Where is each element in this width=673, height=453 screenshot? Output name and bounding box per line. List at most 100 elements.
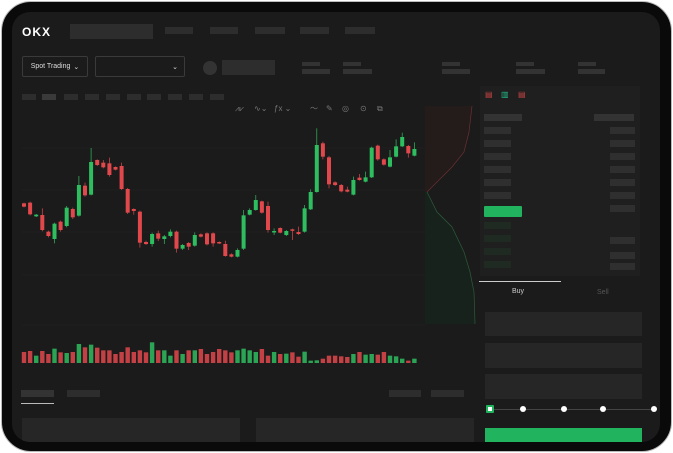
ask-price (484, 127, 511, 134)
slider-stop-25[interactable] (520, 406, 526, 412)
candle-body (241, 215, 246, 249)
volume-bar (387, 355, 393, 363)
volume-bar (125, 347, 130, 363)
volume-bar (332, 355, 338, 363)
stat-label (442, 62, 460, 66)
timeframe-button[interactable] (168, 94, 182, 100)
amount-input[interactable] (485, 343, 642, 368)
volume-bar (210, 352, 216, 363)
book-both-icon[interactable]: ▤ (485, 90, 493, 99)
filter-button[interactable] (389, 390, 421, 397)
volume-bar (137, 350, 143, 363)
volume-bar (412, 358, 417, 363)
slider-stop-75[interactable] (600, 406, 606, 412)
volume-bar (174, 350, 179, 363)
indicator-icon[interactable]: ƒx ⌄ (274, 104, 292, 113)
volume-bar (149, 342, 155, 363)
chart-type-icon[interactable]: ∿⌄ (254, 104, 268, 113)
volume-bar (284, 353, 289, 363)
slider-handle[interactable] (486, 405, 494, 413)
circle-icon[interactable]: ◎ (342, 104, 349, 113)
candle-body (302, 208, 307, 232)
fullscreen-icon[interactable]: ⧉ (377, 104, 383, 113)
nav-item[interactable] (345, 27, 375, 34)
nav-item[interactable] (300, 27, 329, 34)
volume-bar (64, 353, 69, 363)
slider-stop-100[interactable] (651, 406, 657, 412)
buy-tab[interactable]: Buy (512, 288, 525, 295)
nav-item[interactable] (165, 27, 193, 34)
candle-body (217, 242, 222, 244)
ask-price (484, 153, 511, 160)
timeframe-button[interactable] (64, 94, 78, 100)
volume-bar (101, 350, 106, 363)
orders-panel (22, 418, 240, 442)
volume-bar (296, 356, 301, 363)
depth-bids-line (426, 191, 476, 325)
depth-chart (425, 105, 476, 325)
nav-item[interactable] (210, 27, 238, 34)
bid-amount (610, 263, 635, 270)
book-asks-icon[interactable]: ▤ (518, 90, 526, 99)
sell-tab[interactable]: Sell (597, 289, 609, 296)
book-bids-icon[interactable]: ▥ (501, 90, 509, 99)
volume-bar (40, 351, 45, 363)
candle-body (70, 209, 75, 218)
volume-bar (339, 356, 344, 363)
market-type-dropdown[interactable]: Spot Trading ⌄ (22, 56, 88, 77)
bid-price (484, 261, 511, 268)
candle-body (46, 231, 51, 236)
timeframe-button[interactable] (189, 94, 203, 100)
line-tool-icon[interactable]: 〜 (310, 104, 318, 113)
amount-slider-track[interactable] (490, 409, 656, 410)
timeframe-button[interactable] (127, 94, 141, 100)
candle-body (296, 232, 301, 234)
search-bar[interactable] (70, 24, 153, 39)
slider-stop-50[interactable] (561, 406, 567, 412)
candlestick-chart[interactable] (12, 12, 482, 372)
candle-body (394, 146, 399, 157)
candle-body (198, 234, 203, 237)
volume-bar (308, 360, 313, 363)
screen: OKX Spot Trading ⌄ ⌄ ⩘⩗ ∿⌄ ƒx ⌄ 〜 ✎ ◎ ⊙ … (12, 12, 660, 442)
candle-body (381, 159, 386, 165)
timeframe-button[interactable] (147, 94, 161, 100)
timeframe-button[interactable] (210, 94, 224, 100)
volume-bar (375, 354, 380, 363)
nav-item[interactable] (255, 27, 285, 34)
stat-label (302, 62, 320, 66)
pencil-icon[interactable]: ✎ (326, 104, 333, 113)
tab-open-orders[interactable] (21, 390, 54, 397)
timeframe-button[interactable] (106, 94, 120, 100)
stat-label (516, 62, 534, 66)
volume-bar (192, 350, 197, 363)
bid-amount (610, 252, 635, 259)
timeframe-button[interactable] (42, 94, 56, 100)
candle-body (308, 192, 313, 210)
tab-order-history[interactable] (67, 390, 100, 397)
okx-logo: OKX (22, 25, 52, 39)
total-input[interactable] (485, 374, 642, 399)
buy-button[interactable] (485, 428, 642, 442)
volume-bar (168, 355, 173, 363)
ask-amount (610, 205, 635, 212)
candle-body (400, 137, 405, 147)
bid-price (484, 222, 511, 229)
volume-bar (107, 350, 112, 363)
assets-panel (256, 418, 474, 442)
settings-icon[interactable]: ⊙ (360, 104, 367, 113)
volume-bar (186, 350, 191, 363)
stat-value (516, 69, 545, 74)
depth-asks-line (426, 105, 473, 193)
timeframe-button[interactable] (22, 94, 36, 100)
candle-body (272, 231, 277, 233)
candle-body (34, 214, 39, 217)
price-input[interactable] (485, 312, 642, 336)
filter-button[interactable] (431, 390, 464, 397)
candle-type-icon[interactable]: ⩘⩗ (235, 104, 245, 113)
volume-bar (82, 347, 88, 363)
timeframe-button[interactable] (85, 94, 99, 100)
candle-body (339, 185, 344, 192)
pair-dropdown[interactable]: ⌄ (95, 56, 185, 77)
candle-body (369, 147, 374, 178)
